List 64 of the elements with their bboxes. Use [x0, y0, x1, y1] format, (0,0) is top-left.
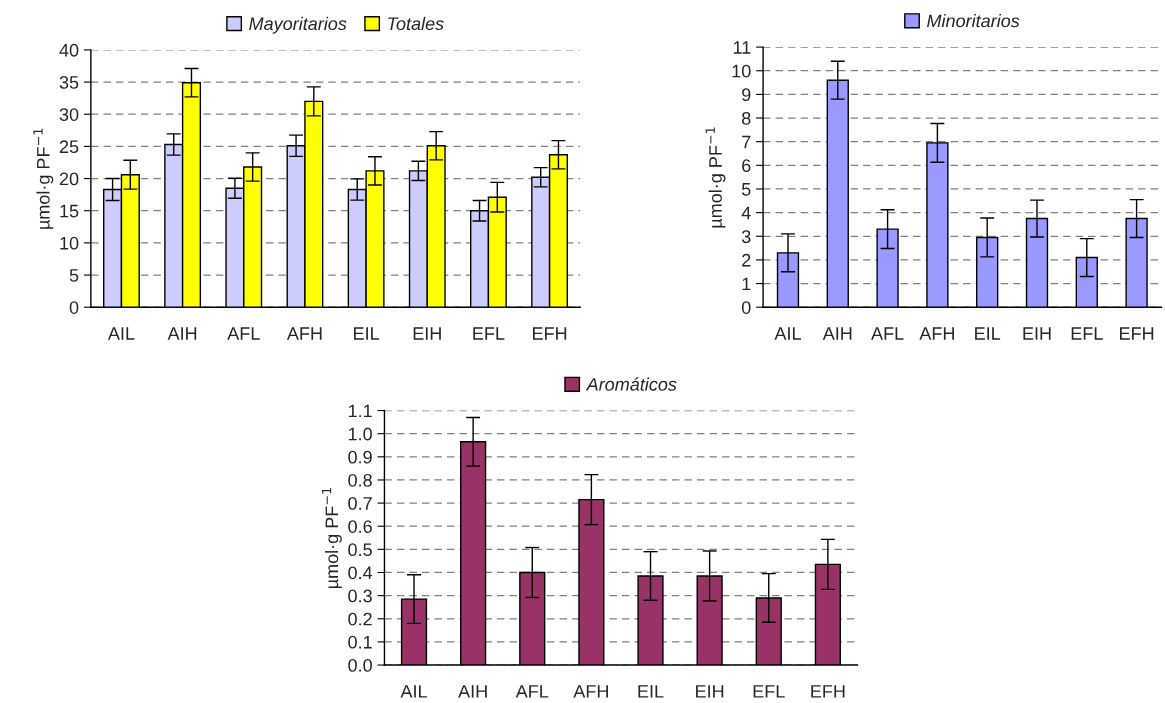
y-tick-label: 15	[60, 204, 79, 218]
y-tick-label: 30	[59, 108, 79, 121]
y-tick-label: 0	[741, 301, 751, 314]
x-tick-label: AFH	[286, 327, 322, 340]
y-tick-label: 0.6	[348, 520, 372, 533]
legend-label: Minoritarios	[927, 14, 1020, 28]
y-axis-title: µmol·g PF$^{−1}$	[705, 127, 726, 228]
x-tick-label: EFH	[533, 327, 567, 340]
y-tick-label: 4	[741, 206, 751, 220]
x-tick-label: EFL	[1071, 327, 1103, 340]
x-tick-label: EIH	[696, 685, 724, 698]
x-tick-label: EFH	[1120, 327, 1154, 340]
x-tick-label: AIH	[822, 327, 852, 340]
y-tick-label: 0.5	[348, 543, 372, 557]
y-tick-label: 20	[59, 172, 79, 186]
y-tick-label: 0.1	[348, 635, 372, 649]
x-tick-label: AFL	[227, 327, 260, 340]
y-tick-label: 1.0	[348, 427, 372, 441]
x-tick-label: EFL	[473, 327, 505, 340]
x-tick-label: AFL	[515, 685, 549, 698]
y-tick-label: 0.0	[348, 658, 372, 672]
y-tick-label: 6	[742, 159, 751, 173]
x-tick-label: EFL	[753, 685, 785, 698]
y-tick-label: 0.8	[348, 473, 372, 487]
y-tick-label: 1.1	[348, 404, 372, 418]
y-tick-label: 8	[742, 111, 751, 125]
y-tick-label: 1	[742, 277, 751, 291]
y-tick-label: 5	[69, 269, 79, 282]
y-tick-label: 9	[742, 88, 751, 102]
y-tick-label: 7	[742, 135, 751, 149]
x-tick-label: AIL	[774, 327, 801, 340]
y-tick-label: 5	[741, 183, 751, 196]
y-tick-label: 25	[59, 140, 79, 154]
x-tick-label: EIH	[1023, 327, 1051, 340]
x-tick-label: EIL	[638, 685, 664, 698]
legend-label: Mayoritarios	[249, 16, 347, 34]
x-tick-label: AIL	[107, 327, 135, 340]
y-tick-label: 0.4	[348, 566, 373, 580]
x-tick-label: AFH	[573, 685, 608, 698]
x-tick-label: EIL	[354, 327, 380, 340]
y-tick-label: 0.7	[348, 497, 372, 510]
legend-label: Aromáticos	[585, 377, 677, 391]
y-tick-label: 0.2	[348, 612, 372, 626]
x-tick-label: AFL	[871, 327, 904, 340]
x-tick-label: EIH	[413, 327, 441, 340]
y-tick-label: 0	[69, 301, 79, 314]
x-tick-label: EFH	[811, 685, 845, 698]
y-tick-label: 10	[732, 64, 751, 78]
x-tick-label: AIH	[458, 685, 487, 698]
y-tick-label: 11	[733, 41, 751, 54]
x-tick-label: AIL	[400, 685, 427, 698]
y-tick-label: 3	[741, 230, 751, 243]
y-tick-label: 0.9	[348, 450, 372, 464]
y-tick-label: 10	[60, 236, 79, 250]
y-tick-label: 2	[742, 253, 751, 267]
y-tick-label: 0.3	[348, 589, 372, 603]
y-axis-title: µmol·g PF$^{−1}$	[321, 488, 342, 589]
y-tick-label: 40	[59, 43, 79, 57]
legend-label: Totales	[388, 16, 444, 31]
x-tick-label: AFH	[919, 327, 954, 340]
y-tick-label: 35	[59, 76, 79, 89]
x-tick-label: AIH	[167, 327, 197, 340]
y-axis-title: µmol·g PF$^{−1}$	[33, 128, 54, 229]
x-tick-label: EIL	[975, 327, 1001, 340]
